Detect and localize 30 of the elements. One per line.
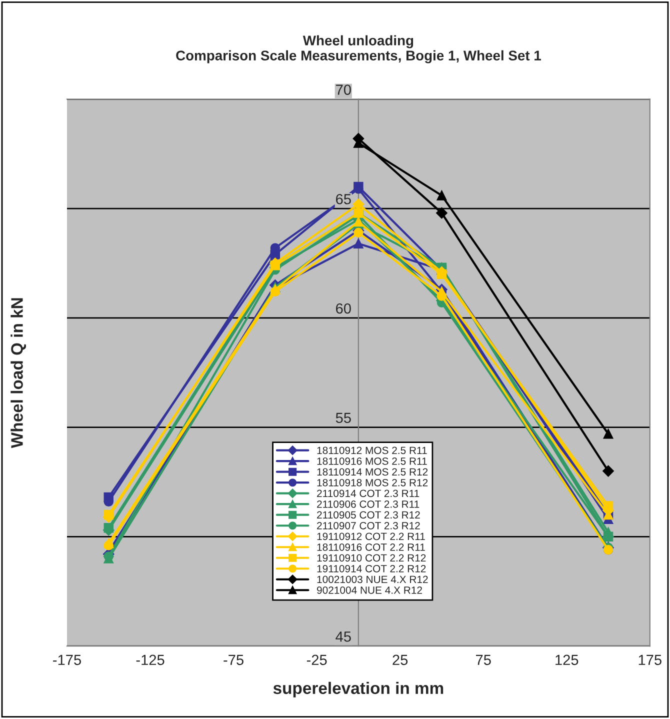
legend-label: 10021003 NUE 4.X R12 [317, 576, 428, 584]
y-tick-label: 55 [336, 412, 351, 424]
y-tick-label: 70 [336, 84, 351, 95]
legend-label: 19110912 COT 2.2 R11 [317, 532, 425, 540]
y-tick-label: 65 [336, 194, 351, 204]
legend-label: 18110916 COT 2.2 R11 [317, 543, 425, 551]
legend-label: 2110905 COT 2.3 R12 [317, 511, 420, 519]
legend-label: 18110916 MOS 2.5 R11 [317, 457, 427, 465]
x-tick-label: -175 [53, 654, 81, 666]
x-axis-title: superelevation in mm [273, 682, 444, 698]
x-tick-label: 125 [556, 654, 578, 666]
legend-label: 18110918 MOS 2.5 R12 [317, 478, 428, 486]
x-tick-label: 75 [476, 654, 491, 666]
legend-label: 18110914 MOS 2.5 R12 [317, 468, 428, 476]
x-tick-label: 25 [392, 654, 408, 666]
x-tick-label: -125 [136, 654, 164, 666]
y-tick-label: 60 [336, 303, 351, 314]
legend-label: 2110914 COT 2.3 R11 [317, 490, 420, 498]
x-tick-label: 175 [638, 654, 662, 666]
y-tick-label: 45 [336, 632, 351, 642]
chart-title: Wheel unloading Comparison Scale Measurements, Bogie 1, Wheel Set 1 [176, 35, 541, 64]
legend-label: 2110906 COT 2.3 R11 [317, 500, 420, 508]
legend-label: 2110907 COT 2.3 R12 [317, 522, 420, 530]
y-axis-title: Wheel load Q in kN [10, 298, 26, 448]
x-tick-label: -75 [224, 654, 244, 666]
x-tick-label: -25 [306, 654, 327, 666]
legend-label: 19110914 COT 2.2 R12 [317, 564, 426, 572]
legend-label: 19110910 COT 2.2 R12 [317, 554, 426, 562]
legend-label: 9021004 NUE 4.X R12 [317, 586, 422, 594]
legend-label: 18110912 MOS 2.5 R11 [317, 446, 427, 454]
